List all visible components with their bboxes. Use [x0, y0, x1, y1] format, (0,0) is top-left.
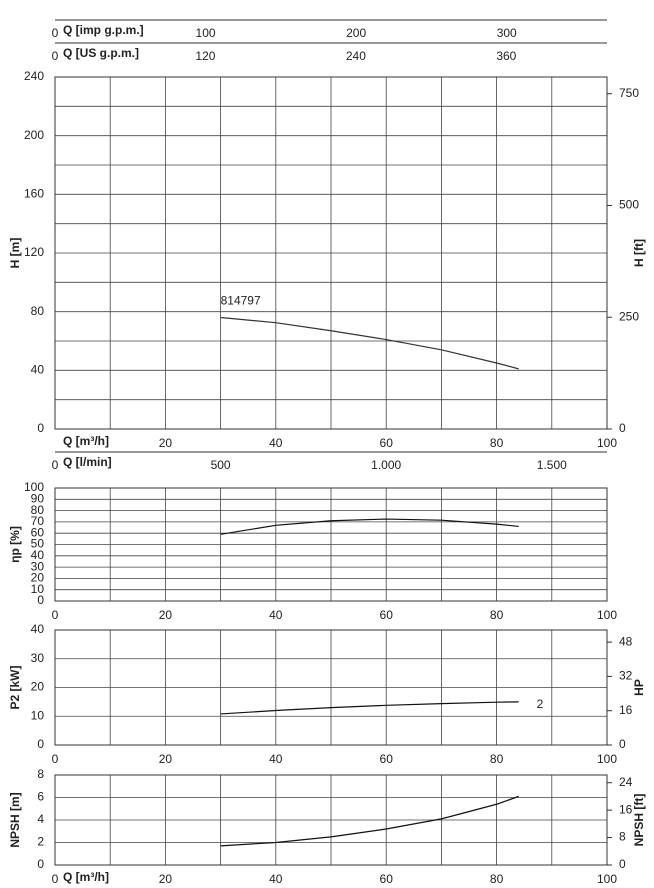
secondary-axis-label: Q [l/min] [63, 455, 112, 469]
x-tick-label: 40 [269, 752, 283, 766]
x-tick-label: 40 [269, 436, 283, 450]
x-tick-label: 60 [380, 608, 394, 622]
curve [220, 316, 519, 370]
secondary-tick-label: 1.500 [537, 458, 567, 472]
annotation: 814797 [221, 294, 261, 308]
x-axis-label: Q [m³/h] [63, 434, 109, 448]
secondary-tick-label: 120 [195, 49, 215, 63]
y2-tick-label: 16 [619, 802, 633, 816]
x-tick-label: 0 [52, 872, 59, 886]
x-tick-label: 0 [52, 608, 59, 622]
x-tick-label: 20 [159, 872, 173, 886]
x-axis-label: Q [m³/h] [63, 870, 109, 884]
x-tick-label: 0 [52, 752, 59, 766]
y-tick-label: 20 [31, 680, 45, 694]
secondary-tick-label: 0 [52, 458, 59, 472]
x-tick-label: 100 [597, 436, 617, 450]
y2-tick-label: 0 [619, 737, 626, 751]
x-tick-label: 60 [380, 436, 394, 450]
x-tick-label: 60 [380, 872, 394, 886]
y-axis-label: P2 [kW] [8, 665, 22, 709]
y-tick-label: 40 [31, 548, 45, 562]
y-tick-label: 60 [31, 525, 45, 539]
y-tick-label: 200 [24, 128, 44, 142]
y2-tick-label: 500 [619, 198, 639, 212]
y-tick-label: 30 [31, 559, 45, 573]
x-tick-label: 20 [159, 752, 173, 766]
y-tick-label: 4 [37, 812, 44, 826]
y-tick-label: 70 [31, 514, 45, 528]
y-tick-label: 90 [31, 491, 45, 505]
x-tick-label: 100 [597, 608, 617, 622]
y2-tick-label: 8 [619, 830, 626, 844]
secondary-tick-label: 1.000 [371, 458, 401, 472]
y2-tick-label: 0 [619, 421, 626, 435]
y-tick-label: 0 [37, 857, 44, 871]
y-tick-label: 40 [31, 363, 45, 377]
y-axis-label: ηp [%] [8, 526, 22, 563]
y-tick-label: 10 [31, 582, 45, 596]
y2-tick-label: 750 [619, 86, 639, 100]
y-tick-label: 10 [31, 708, 45, 722]
y-axis-label: NPSH [m] [8, 792, 22, 847]
y-tick-label: 100 [24, 480, 44, 494]
y-tick-label: 0 [37, 593, 44, 607]
curve [220, 518, 519, 535]
y2-tick-label: 0 [619, 857, 626, 871]
y-tick-label: 80 [31, 503, 45, 517]
y-tick-label: 0 [37, 737, 44, 751]
x-tick-label: 80 [490, 752, 504, 766]
y-tick-label: 30 [31, 651, 45, 665]
secondary-axis-label: Q [US g.p.m.] [63, 46, 139, 60]
plot-frame [54, 629, 608, 746]
y2-axis-label: H [ft] [632, 239, 646, 267]
x-tick-label: 80 [490, 436, 504, 450]
y-tick-label: 160 [24, 187, 44, 201]
y-tick-label: 240 [24, 69, 44, 83]
secondary-tick-label: 500 [211, 458, 231, 472]
plot-frame [54, 487, 608, 602]
secondary-tick-label: 240 [346, 49, 366, 63]
x-tick-label: 20 [159, 608, 173, 622]
secondary-tick-label: 200 [346, 26, 366, 40]
y-tick-label: 0 [37, 421, 44, 435]
secondary-tick-label: 0 [52, 49, 59, 63]
curve [220, 795, 519, 847]
secondary-tick-label: 360 [496, 49, 516, 63]
secondary-tick-label: 300 [497, 26, 517, 40]
y2-tick-label: 24 [619, 775, 633, 789]
x-tick-label: 40 [269, 872, 283, 886]
x-tick-label: 80 [490, 608, 504, 622]
y-tick-label: 6 [37, 790, 44, 804]
y-tick-label: 120 [24, 245, 44, 259]
y-tick-label: 20 [31, 571, 45, 585]
secondary-tick-label: 100 [196, 26, 216, 40]
x-tick-label: 100 [597, 752, 617, 766]
y-tick-label: 2 [37, 835, 44, 849]
y-tick-label: 8 [37, 767, 44, 781]
y2-tick-label: 16 [619, 703, 633, 717]
secondary-axis-label: Q [imp g.p.m.] [63, 23, 144, 37]
y2-axis-label: HP [632, 679, 646, 696]
x-tick-label: 80 [490, 872, 504, 886]
plot-frame [54, 774, 608, 866]
y2-tick-label: 32 [619, 669, 633, 683]
curve-label: 2 [537, 697, 544, 711]
y2-axis-label: NPSH [ft] [632, 794, 646, 847]
x-tick-label: 40 [269, 608, 283, 622]
y-tick-label: 80 [31, 304, 45, 318]
x-tick-label: 60 [380, 752, 394, 766]
y2-tick-label: 48 [619, 634, 633, 648]
y-tick-label: 40 [31, 622, 45, 636]
y-axis-label: H [m] [8, 238, 22, 269]
plot-frame [54, 76, 608, 430]
secondary-tick-label: 0 [52, 26, 59, 40]
x-tick-label: 100 [597, 872, 617, 886]
x-tick-label: 20 [159, 436, 173, 450]
y-tick-label: 50 [31, 537, 45, 551]
y2-tick-label: 250 [619, 309, 639, 323]
curve [220, 701, 519, 715]
